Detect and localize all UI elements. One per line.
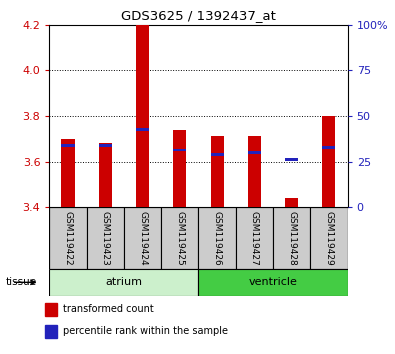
Bar (199, 269, 348, 296)
Bar (173, 149, 186, 152)
Bar (62, 144, 75, 147)
Text: GSM119424: GSM119424 (138, 211, 147, 266)
Title: GDS3625 / 1392437_at: GDS3625 / 1392437_at (121, 9, 276, 22)
Bar (62, 139, 75, 207)
Bar (310, 207, 348, 269)
Text: percentile rank within the sample: percentile rank within the sample (63, 326, 228, 336)
Bar (87, 207, 124, 269)
Bar (211, 153, 224, 156)
Text: GSM119423: GSM119423 (101, 211, 110, 266)
Text: ventricle: ventricle (248, 277, 297, 287)
Bar (322, 116, 335, 207)
Bar (248, 151, 261, 154)
Bar (45, 325, 57, 338)
Text: GSM119422: GSM119422 (64, 211, 73, 266)
Bar (99, 143, 112, 207)
Bar (136, 128, 149, 131)
Bar (285, 198, 298, 207)
Text: GSM119425: GSM119425 (175, 211, 184, 266)
Text: tissue: tissue (6, 277, 37, 287)
Bar (49, 207, 87, 269)
Bar (99, 144, 112, 147)
Text: transformed count: transformed count (63, 304, 154, 314)
Bar (211, 136, 224, 207)
Bar (322, 147, 335, 149)
Bar (248, 136, 261, 207)
Bar (273, 207, 310, 269)
Bar (285, 158, 298, 161)
Bar (161, 207, 199, 269)
Text: atrium: atrium (105, 277, 143, 287)
Text: GSM119426: GSM119426 (213, 211, 222, 266)
Bar (45, 303, 57, 316)
Bar (236, 207, 273, 269)
Bar (49, 269, 199, 296)
Text: GSM119427: GSM119427 (250, 211, 259, 266)
Text: GSM119429: GSM119429 (324, 211, 333, 266)
Bar (136, 25, 149, 207)
Bar (199, 207, 236, 269)
Bar (124, 207, 161, 269)
Text: GSM119428: GSM119428 (287, 211, 296, 266)
Bar (173, 130, 186, 207)
